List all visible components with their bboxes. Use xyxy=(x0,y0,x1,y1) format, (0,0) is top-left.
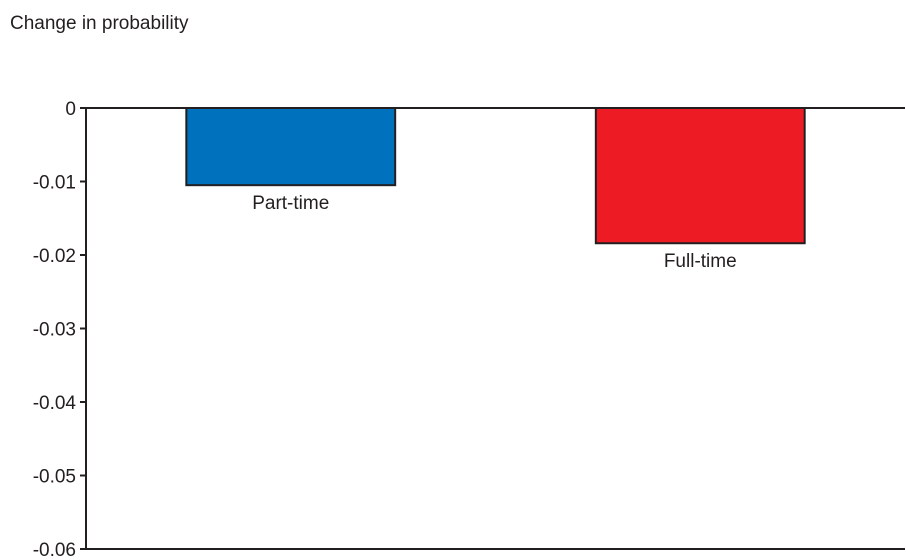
chart-title: Change in probability xyxy=(10,13,189,34)
bar-part-time xyxy=(185,107,397,187)
bar-labels: Part-time Full-time xyxy=(252,193,736,272)
bar-label: Part-time xyxy=(252,193,329,214)
y-tick-label: -0.05 xyxy=(33,467,76,488)
y-tick-label: -0.06 xyxy=(33,540,76,560)
bar-full-time xyxy=(594,107,806,245)
y-tick-label: 0 xyxy=(65,99,76,120)
y-tick-label: -0.03 xyxy=(33,320,76,341)
y-tick-label: -0.02 xyxy=(33,246,76,267)
bar-label: Full-time xyxy=(664,251,737,272)
bars xyxy=(185,107,806,245)
y-axis-ticks: 0 -0.01 -0.02 -0.03 -0.04 -0.05 -0.06 xyxy=(33,99,86,560)
y-tick-label: -0.01 xyxy=(33,173,76,194)
y-tick-label: -0.04 xyxy=(33,393,77,414)
